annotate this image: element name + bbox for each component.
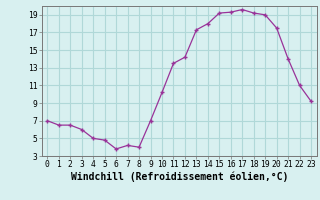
X-axis label: Windchill (Refroidissement éolien,°C): Windchill (Refroidissement éolien,°C) (70, 172, 288, 182)
